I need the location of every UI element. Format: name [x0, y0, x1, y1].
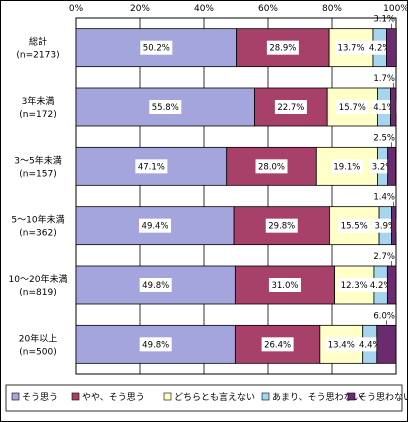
data-label: 49.4% [142, 222, 169, 232]
x-tick-label: 20% [130, 4, 150, 14]
category-label: 3～5年未満 [14, 154, 61, 166]
data-label: 28.9% [269, 44, 296, 54]
data-label: 4.2% [369, 44, 391, 54]
data-label: 49.8% [142, 281, 169, 291]
x-tick-label: 60% [258, 4, 278, 14]
data-label: 15.5% [341, 222, 368, 232]
legend-label: そう思わない [358, 392, 408, 403]
data-label: 28.0% [258, 162, 285, 172]
category-n-label: (n=157) [19, 169, 56, 179]
data-label: 12.3% [341, 281, 368, 291]
category-n-label: (n=172) [19, 110, 56, 120]
legend-label: やや、そう思う [82, 392, 145, 403]
data-label-box [356, 337, 383, 352]
category-label: 20年以上 [19, 332, 57, 344]
legend-label: あまり、そう思わない [272, 392, 362, 403]
data-label: 31.0% [271, 281, 298, 291]
data-label-box [266, 40, 299, 55]
x-tick-label: 100% [383, 4, 408, 14]
bar-segment [385, 28, 397, 68]
data-label: 26.4% [264, 340, 291, 350]
legend-swatch [11, 392, 20, 401]
data-label-box [335, 40, 368, 55]
data-label: 19.1% [333, 162, 360, 172]
data-label-box [255, 159, 288, 174]
data-label-box [330, 159, 363, 174]
data-label-box [261, 337, 294, 352]
data-label-box [336, 100, 369, 114]
data-label: 55.8% [152, 103, 179, 113]
data-label: 49.8% [142, 340, 169, 350]
data-label-outside: 3.1% [373, 15, 395, 25]
legend-swatch [71, 392, 80, 401]
bar-segment [391, 206, 397, 246]
data-label: 4.2% [370, 281, 392, 291]
category-n-label: (n=500) [19, 347, 56, 357]
data-label: 22.7% [277, 103, 304, 113]
x-tick-label: 80% [322, 4, 342, 14]
data-label: 4.4% [359, 340, 381, 350]
category-n-label: (n=2173) [16, 51, 59, 61]
data-label: 47.1% [138, 162, 165, 172]
data-label-outside: 6.0% [373, 311, 395, 321]
bar-segment [386, 265, 397, 305]
data-label: 3.2% [372, 162, 394, 172]
bar-segment [390, 87, 397, 127]
category-label: 10～20年未満 [9, 273, 68, 285]
x-tick-label: 0% [69, 4, 84, 14]
legend-label: どちらとも言えない [174, 391, 255, 403]
data-label: 3.9% [374, 222, 396, 232]
data-label: 29.8% [268, 222, 295, 232]
plot-area [75, 17, 397, 375]
data-label-box [325, 337, 358, 352]
data-label-box [139, 278, 172, 292]
bar-segment [376, 324, 397, 364]
data-label: 15.7% [339, 103, 366, 113]
data-label: 13.4% [328, 340, 355, 350]
data-label: 13.7% [338, 44, 365, 54]
data-label: 50.2% [143, 44, 170, 54]
legend-swatch [261, 392, 270, 401]
category-label: 3年未満 [22, 95, 55, 107]
data-label-box [139, 218, 172, 233]
x-tick-label: 40% [194, 4, 214, 14]
data-label-outside: 1.7% [373, 74, 395, 84]
data-label-outside: 2.7% [373, 252, 395, 262]
category-label: 総計 [29, 36, 47, 48]
category-n-label: (n=819) [19, 288, 56, 298]
legend-swatch [347, 392, 356, 401]
data-label-box [149, 100, 182, 114]
data-label-outside: 2.5% [373, 133, 395, 143]
data-label-box [338, 278, 371, 292]
legend-label: そう思う [22, 392, 58, 403]
data-label-box [265, 218, 298, 233]
data-label-box [139, 337, 172, 352]
bar-segment [387, 146, 397, 186]
category-label: 5～10年未満 [11, 214, 64, 226]
data-label-box [140, 40, 173, 55]
data-label-box [338, 218, 371, 233]
data-label-outside: 1.4% [373, 193, 395, 203]
legend-swatch [163, 392, 172, 401]
data-label: 4.1% [373, 103, 395, 113]
category-n-label: (n=362) [19, 229, 56, 239]
data-label-box [268, 278, 301, 292]
data-label-box [274, 100, 307, 114]
data-label-box [135, 159, 168, 174]
